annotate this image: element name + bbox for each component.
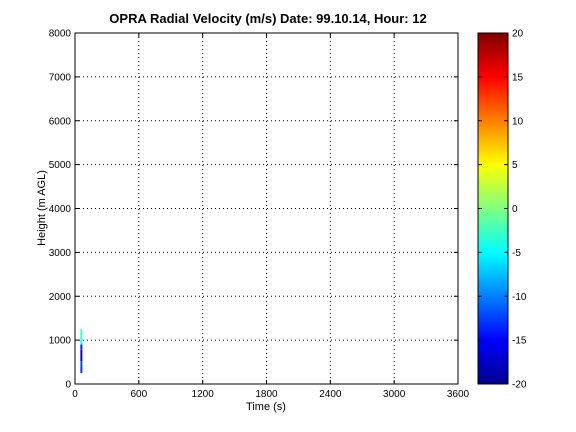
chart-title: OPRA Radial Velocity (m/s) Date: 99.10.1… xyxy=(109,11,426,26)
y-tick-label: 7000 xyxy=(49,72,72,83)
colorbar-tick-label: 15 xyxy=(512,72,524,83)
colorbar-tick-label: -15 xyxy=(512,336,527,347)
colorbar-tick-label: -5 xyxy=(512,248,521,259)
x-tick-label: 1200 xyxy=(192,389,215,400)
x-tick-label: 3600 xyxy=(447,389,470,400)
x-axis-label: Time (s) xyxy=(246,401,286,413)
velocity-cell xyxy=(80,344,83,350)
x-tick-label: 2400 xyxy=(319,389,342,400)
y-tick-label: 8000 xyxy=(49,29,72,40)
grid-lines xyxy=(75,33,458,384)
colorbar-tick-label: 10 xyxy=(512,116,524,127)
velocity-cell xyxy=(80,340,83,345)
data-cells xyxy=(80,329,83,374)
y-tick-label: 1000 xyxy=(49,336,72,347)
x-tick-label: 1800 xyxy=(255,389,278,400)
x-tick-label: 3000 xyxy=(383,389,406,400)
x-tick-label: 0 xyxy=(72,389,78,400)
y-tick-label: 0 xyxy=(65,380,71,391)
y-tick-label: 3000 xyxy=(49,248,72,259)
y-axis-label: Height (m AGL) xyxy=(36,170,48,246)
velocity-cell xyxy=(80,355,83,362)
velocity-cell xyxy=(80,329,83,341)
colorbar-tick-label: 20 xyxy=(512,29,524,40)
colorbar: -20 -15 -10 -5 0 5 10 15 20 xyxy=(477,29,527,391)
colorbar-ticks: -20 -15 -10 -5 0 5 10 15 20 xyxy=(478,29,527,391)
velocity-cell xyxy=(80,349,83,356)
colorbar-tick-label: -20 xyxy=(512,380,527,391)
colorbar-tick-label: 0 xyxy=(512,204,518,215)
colorbar-tick-label: -10 xyxy=(512,292,527,303)
y-tick-label: 5000 xyxy=(49,160,72,171)
colorbar-gradient xyxy=(477,32,509,385)
colorbar-tick-label: 5 xyxy=(512,160,518,171)
y-tick-label: 6000 xyxy=(49,116,72,127)
x-axis-ticks: 0 600 1200 1800 2400 3000 3600 xyxy=(72,33,470,400)
y-tick-label: 4000 xyxy=(49,204,72,215)
velocity-cell xyxy=(80,366,83,374)
velocity-cell xyxy=(80,361,83,367)
x-tick-label: 600 xyxy=(130,389,147,400)
y-axis-ticks: 0 1000 2000 3000 4000 5000 6000 7000 8000 xyxy=(49,29,458,391)
plot-area: 0 600 1200 1800 2400 3000 3600 0 1000 2000 3000 40… xyxy=(49,29,470,401)
y-tick-label: 2000 xyxy=(49,292,72,303)
